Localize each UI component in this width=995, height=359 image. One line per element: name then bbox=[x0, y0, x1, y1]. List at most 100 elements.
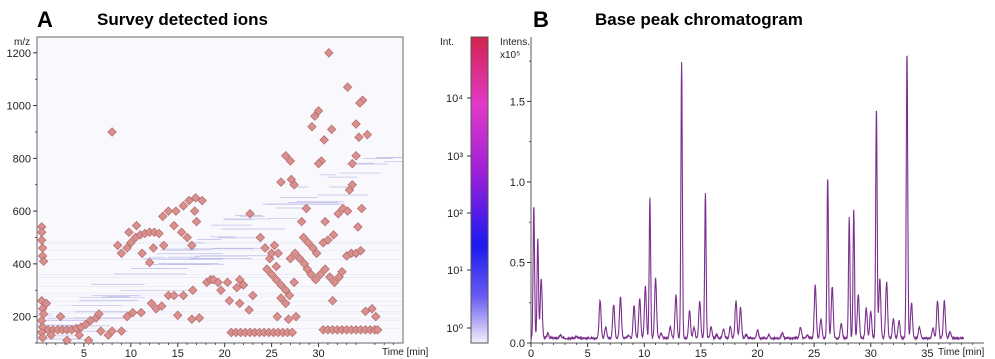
ion-marker bbox=[311, 248, 322, 259]
ion-marker bbox=[213, 277, 223, 288]
y-tick-label-a: 400 bbox=[13, 259, 31, 271]
ion-marker bbox=[266, 248, 277, 259]
panel-a-title: Survey detected ions bbox=[97, 10, 269, 29]
ion-marker bbox=[144, 257, 155, 268]
x-label-bg-a bbox=[381, 345, 429, 358]
ion-marker bbox=[356, 203, 367, 214]
ion-marker bbox=[173, 310, 183, 321]
ion-marker bbox=[136, 307, 146, 318]
ion-marker bbox=[290, 248, 300, 259]
ion-marker bbox=[303, 237, 313, 248]
ion-marker bbox=[307, 121, 317, 132]
ion-marker bbox=[74, 330, 84, 340]
ion-marker bbox=[232, 282, 242, 293]
ion-marker bbox=[310, 111, 320, 121]
ion-marker bbox=[320, 264, 330, 274]
ion-marker bbox=[62, 335, 72, 346]
ion-marker bbox=[224, 296, 235, 306]
ion-marker bbox=[169, 290, 179, 301]
y-tick-label-b: 0.5 bbox=[510, 257, 525, 269]
ion-marker bbox=[327, 296, 338, 306]
ion-marker bbox=[37, 332, 48, 343]
y-tick-label-a: 1000 bbox=[7, 101, 31, 113]
ion-marker bbox=[176, 227, 187, 237]
ion-marker bbox=[272, 311, 283, 322]
x-tick-label-a: 25 bbox=[265, 348, 277, 359]
ion-traces bbox=[37, 157, 403, 340]
x-tick-label-b: 30 bbox=[865, 348, 877, 359]
ion-marker bbox=[371, 311, 381, 322]
ion-marker bbox=[194, 313, 205, 323]
ion-marker bbox=[169, 220, 179, 231]
ion-marker bbox=[306, 269, 316, 280]
ion-marker bbox=[187, 314, 197, 325]
ion-marker bbox=[41, 298, 52, 309]
base-peak-trace bbox=[530, 55, 965, 342]
ion-marker bbox=[315, 269, 326, 280]
ion-marker bbox=[271, 274, 282, 285]
ion-marker bbox=[280, 298, 291, 309]
ion-marker bbox=[190, 193, 201, 203]
x-tick-label-a: 30 bbox=[312, 348, 324, 359]
panel-b-letter: B bbox=[533, 7, 549, 32]
x-tick-label-b: 25 bbox=[808, 348, 820, 359]
ion-marker bbox=[262, 264, 272, 274]
x-tick-label-a: 15 bbox=[172, 348, 184, 359]
y-tick-label-a: 600 bbox=[13, 206, 31, 218]
x-tick-label-b: 35 bbox=[921, 348, 933, 359]
ion-marker bbox=[255, 232, 266, 243]
ion-marker bbox=[122, 311, 132, 322]
colorbar-rect bbox=[470, 36, 489, 344]
ion-marker bbox=[171, 206, 181, 216]
ion-marker bbox=[310, 274, 321, 285]
ion-marker bbox=[163, 206, 174, 216]
y-tick-label-a: 800 bbox=[13, 153, 31, 165]
ion-marker bbox=[360, 306, 371, 317]
ion-marker bbox=[298, 232, 309, 243]
colorbar-tick-label: 10⁴ bbox=[446, 93, 463, 105]
ion-marker bbox=[94, 309, 104, 319]
colorbar-tick-label: 10² bbox=[447, 208, 463, 220]
x-label-bg-b bbox=[937, 345, 987, 358]
colorbar-tick-label: 10⁰ bbox=[446, 323, 463, 335]
ion-marker bbox=[280, 150, 291, 161]
ion-marker bbox=[222, 277, 233, 288]
ion-marker bbox=[301, 203, 312, 214]
x-tick-label-a: 20 bbox=[219, 348, 231, 359]
ion-marker bbox=[325, 272, 335, 282]
y-multiplier-b: x10⁵ bbox=[500, 50, 520, 61]
ion-marker bbox=[154, 228, 164, 239]
ion-marker bbox=[328, 230, 339, 240]
ion-marker bbox=[112, 240, 123, 251]
ion-marker bbox=[189, 206, 200, 216]
ion-marker bbox=[354, 132, 364, 143]
ion-marker bbox=[295, 253, 305, 264]
ion-marker bbox=[319, 135, 329, 145]
ion-marker bbox=[157, 301, 167, 311]
panel-b-title: Base peak chromatogram bbox=[595, 10, 803, 29]
ion-marker bbox=[234, 298, 245, 309]
ion-marker bbox=[269, 240, 280, 251]
ion-marker bbox=[260, 243, 270, 253]
ion-marker bbox=[83, 335, 94, 346]
ion-marker bbox=[320, 216, 330, 227]
ion-marker bbox=[353, 222, 363, 232]
x-tick-label-a: 5 bbox=[81, 348, 87, 359]
ion-marker bbox=[324, 48, 334, 58]
ion-marker bbox=[146, 298, 157, 309]
ion-marker bbox=[248, 290, 258, 301]
ion-marker bbox=[188, 285, 198, 296]
ion-marker bbox=[126, 237, 136, 248]
panel-a-letter: A bbox=[37, 7, 53, 32]
ion-marker bbox=[313, 158, 324, 169]
ion-marker bbox=[276, 177, 286, 187]
y-axis-label-a: m/z bbox=[14, 37, 30, 48]
ion-marker bbox=[107, 326, 117, 336]
ion-marker bbox=[182, 232, 192, 243]
ion-marker bbox=[157, 211, 168, 222]
ion-marker bbox=[342, 206, 353, 216]
ion-marker bbox=[116, 326, 127, 336]
ion-marker bbox=[124, 227, 134, 237]
